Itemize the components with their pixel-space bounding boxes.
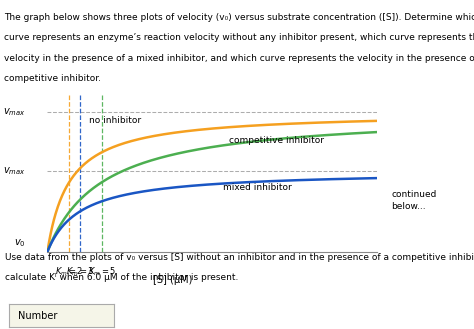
Text: competitive inhibitor.: competitive inhibitor. [4, 74, 101, 84]
Text: [S] (μM): [S] (μM) [153, 275, 192, 285]
Text: $v_{max}$: $v_{max}$ [3, 106, 26, 118]
Text: Use data from the plots of v₀ versus [S] without an inhibitor and in the presenc: Use data from the plots of v₀ versus [S]… [5, 253, 474, 262]
Text: $K_m = 2$: $K_m = 2$ [55, 266, 83, 278]
Text: curve represents an enzyme’s reaction velocity without any inhibitor present, wh: curve represents an enzyme’s reaction ve… [4, 34, 474, 42]
Text: velocity in the presence of a mixed inhibitor, and which curve represents the ve: velocity in the presence of a mixed inhi… [4, 54, 474, 63]
Text: continued
below...: continued below... [391, 190, 437, 212]
Text: no inhibitor: no inhibitor [89, 116, 141, 125]
Text: $v_0$: $v_0$ [14, 237, 26, 249]
Text: competitive inhibitor: competitive inhibitor [228, 136, 324, 144]
Text: calculate Kᴵ when 6.0 μM of the inhibitor is present.: calculate Kᴵ when 6.0 μM of the inhibito… [5, 273, 238, 282]
Text: mixed inhibitor: mixed inhibitor [223, 183, 292, 192]
Text: $K_m = 5$: $K_m = 5$ [88, 266, 117, 278]
Text: Number: Number [18, 311, 57, 321]
Text: The graph below shows three plots of velocity (v₀) versus substrate concentratio: The graph below shows three plots of vel… [4, 13, 474, 22]
Text: $v_{max}$: $v_{max}$ [3, 165, 26, 177]
Text: $K_m = 3$: $K_m = 3$ [66, 266, 94, 278]
